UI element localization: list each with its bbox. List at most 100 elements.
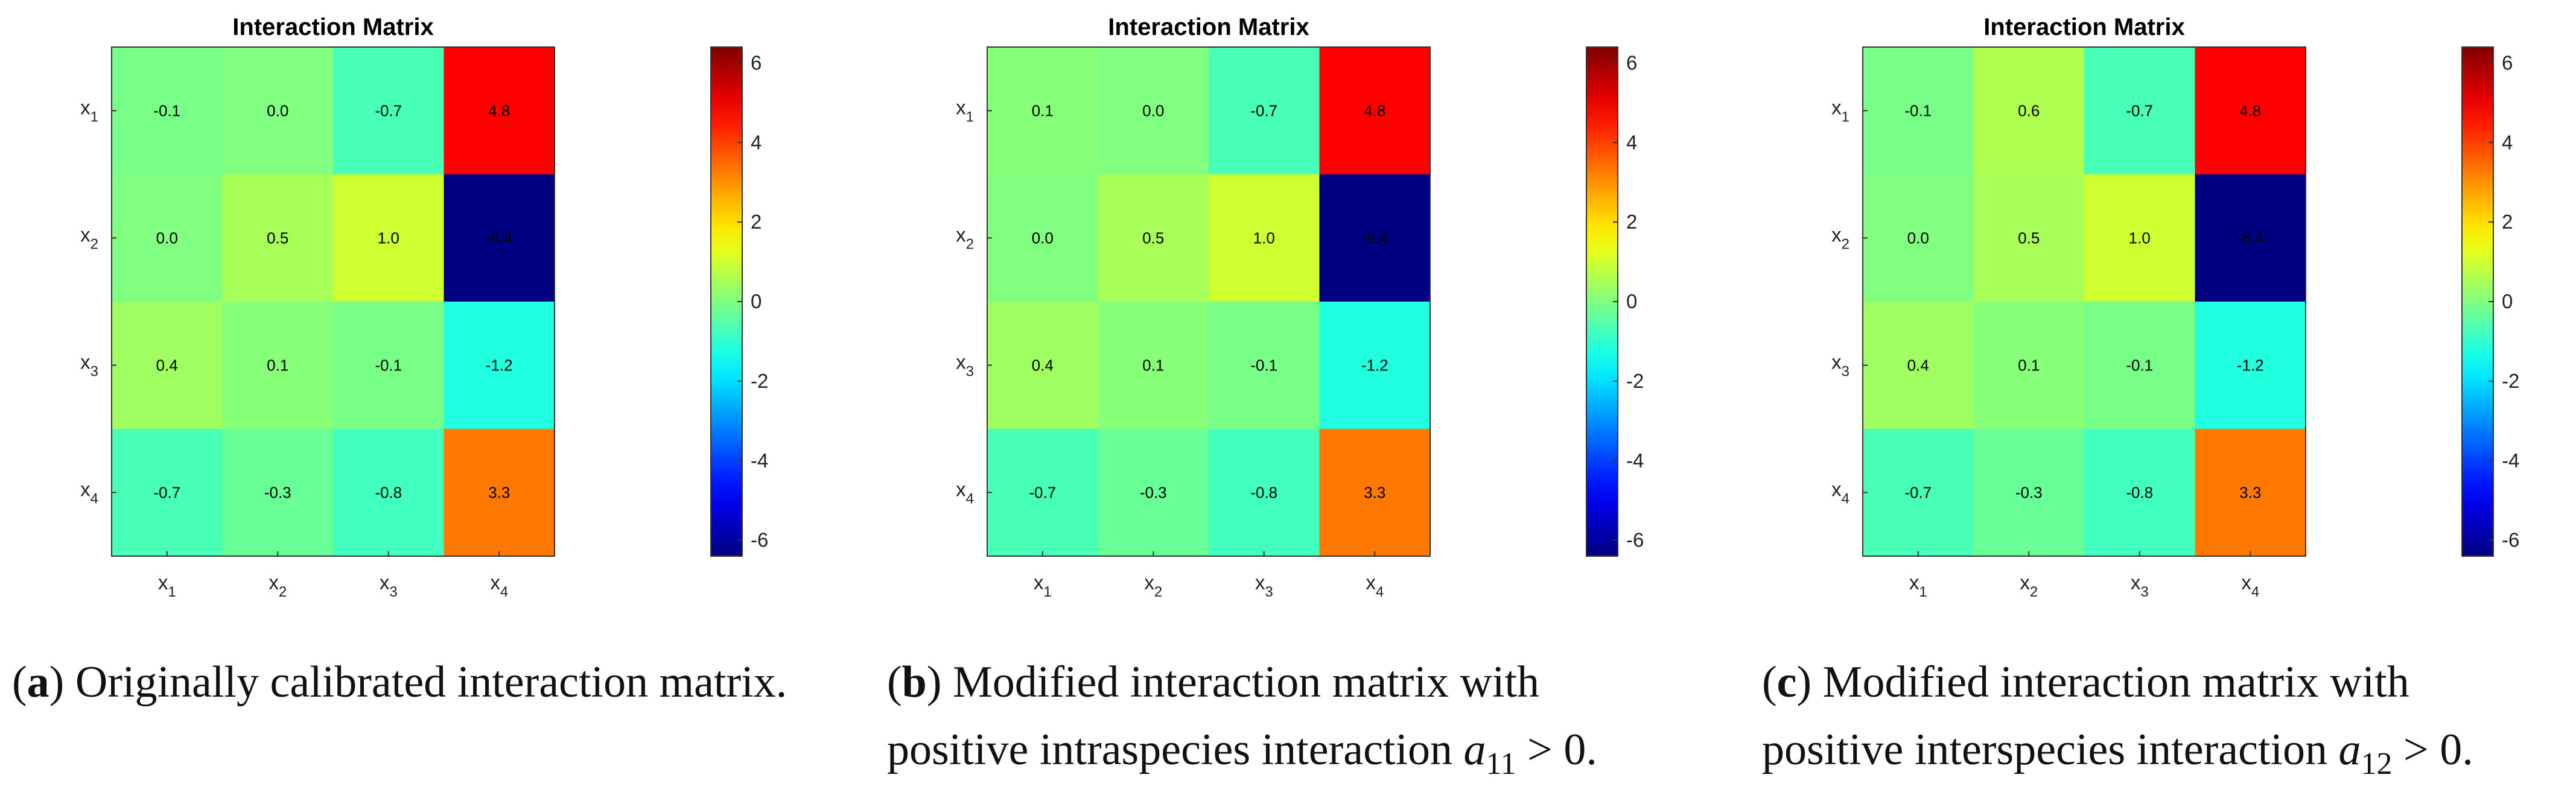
cell-value-label: -0.3 (264, 484, 291, 502)
cell-value-label: -0.1 (153, 102, 180, 120)
cell-value-label: 0.0 (1032, 229, 1054, 247)
cell-value-label: -6.4 (486, 229, 513, 247)
cell-value-label: 4.8 (2239, 102, 2261, 120)
heatmap-cell (1863, 47, 1974, 175)
heatmap-cell (444, 174, 555, 302)
cell-value-label: -1.2 (1361, 356, 1388, 375)
y-tick-label: x4 (1831, 478, 1849, 507)
cell-value-label: 4.8 (1364, 102, 1385, 120)
cell-value-label: 0.5 (2018, 229, 2040, 247)
colorbar-tick-label: -6 (751, 529, 768, 551)
x-tick-label: x3 (380, 571, 398, 600)
colorbar-tick-label: -2 (1626, 370, 1644, 392)
cell-value-label: 1.0 (1253, 229, 1275, 247)
caption-text: Modified interaction matrix with positiv… (887, 657, 1540, 774)
y-tick-label: x3 (1831, 351, 1849, 380)
cell-value-label: -0.3 (1140, 484, 1167, 502)
y-tick-label: x2 (956, 224, 974, 253)
colorbar-tick-label: -2 (751, 370, 768, 392)
colorbar-tick-label: 2 (2502, 211, 2513, 233)
heatmap-cell (1319, 302, 1431, 429)
plot-frame (1862, 46, 2306, 557)
colorbar-tick-label: 6 (751, 51, 762, 74)
cell-value-label: 0.0 (1907, 229, 1929, 247)
chart-title: Interaction Matrix (1108, 14, 1309, 40)
heatmap-cell (2084, 429, 2195, 557)
caption-math-sub: 11 (1486, 746, 1516, 781)
colorbar-tick-label: 0 (2502, 290, 2513, 312)
caption-c: (c) Modified interaction matrix with pos… (1762, 657, 2473, 781)
chart-title: Interaction Matrix (232, 14, 433, 40)
colorbar-tick-label: 2 (1626, 211, 1637, 233)
y-tick-label: x3 (956, 351, 974, 380)
plot-frame (987, 46, 1431, 557)
x-tick-label: x4 (1366, 571, 1384, 600)
caption-math-rel: > 0. (2392, 725, 2473, 774)
heatmap-cell (222, 302, 334, 429)
cell-value-label: 3.3 (488, 484, 510, 502)
caption-letter: c (1776, 657, 1797, 707)
heatmap-cell (1863, 302, 1974, 429)
cell-value-label: -1.2 (486, 356, 513, 375)
cell-value-label: 0.1 (267, 356, 288, 375)
caption-letter: b (902, 657, 927, 707)
caption-letter: a (27, 657, 49, 707)
heatmap-cell (1973, 47, 2085, 175)
caption-text: Modified interaction matrix with positiv… (1762, 657, 2409, 774)
cell-value-label: 4.8 (488, 102, 510, 120)
chart-title: Interaction Matrix (1983, 14, 2184, 40)
caption-a: (a) Originally calibrated interaction ma… (12, 657, 787, 707)
cell-value-label: -6.4 (1361, 229, 1388, 247)
plot-frame (111, 46, 555, 557)
heatmap-cell (2084, 174, 2195, 302)
heatmap-panel-1: Interaction Matrix -0.1 0.0 -0.7 4.8 0.0 0.5 1.… (80, 14, 768, 600)
heatmap-cell (987, 47, 1098, 175)
heatmap-cell (222, 429, 334, 557)
cell-value-label: 0.5 (267, 229, 288, 247)
colorbar-tick-label: 2 (751, 211, 762, 233)
cell-value-label: -0.1 (2126, 356, 2153, 375)
heatmap-cell (1863, 174, 1974, 302)
heatmap-cell (1098, 302, 1209, 429)
cell-value-label: -0.7 (2126, 102, 2153, 120)
cell-value-label: -1.2 (2237, 356, 2264, 375)
cell-value-label: -0.7 (153, 484, 180, 502)
heatmap-panel-2: Interaction Matrix 0.1 0.0 -0.7 4.8 0.0 0.5 1.0… (956, 14, 1644, 600)
heatmap-cell (1209, 302, 1320, 429)
cell-value-label: 0.4 (1032, 356, 1054, 375)
heatmap-cell (2084, 47, 2195, 175)
heatmap-cell (444, 302, 555, 429)
x-tick-label: x1 (1909, 571, 1927, 600)
heatmap-cell (987, 174, 1098, 302)
heatmap-cell (333, 429, 444, 557)
x-tick-label: x3 (2131, 571, 2149, 600)
heatmap-cell (2195, 174, 2306, 302)
heatmap-cell (1319, 429, 1431, 557)
cell-value-label: -0.8 (2126, 484, 2153, 502)
colorbar-tick-label: -6 (2502, 529, 2519, 551)
y-tick-label: x1 (956, 97, 974, 125)
heatmap-cell (1973, 302, 2085, 429)
colorbar-tick-label: 6 (1626, 51, 1637, 74)
heatmap-cell (333, 174, 444, 302)
heatmap-cell (2195, 302, 2306, 429)
heatmap-cell (987, 429, 1098, 557)
heatmap-cell (1098, 174, 1209, 302)
y-tick-label: x1 (80, 97, 98, 125)
y-tick-label: x2 (1831, 224, 1849, 253)
cell-value-label: -0.8 (375, 484, 402, 502)
heatmap-cell (2195, 429, 2306, 557)
colorbar-tick-label: -6 (1626, 529, 1644, 551)
cell-value-label: -0.3 (2015, 484, 2043, 502)
x-tick-label: x1 (158, 571, 176, 600)
cell-value-label: -0.1 (1904, 102, 1932, 120)
colorbar (1586, 46, 1618, 557)
cell-value-label: 0.4 (156, 356, 178, 375)
colorbar-tick-label: 4 (2502, 131, 2513, 153)
caption-math-rel: > 0. (1516, 725, 1597, 774)
heatmap-cell (1098, 429, 1209, 557)
cell-value-label: 0.0 (1142, 102, 1164, 120)
cell-value-label: 0.0 (267, 102, 288, 120)
